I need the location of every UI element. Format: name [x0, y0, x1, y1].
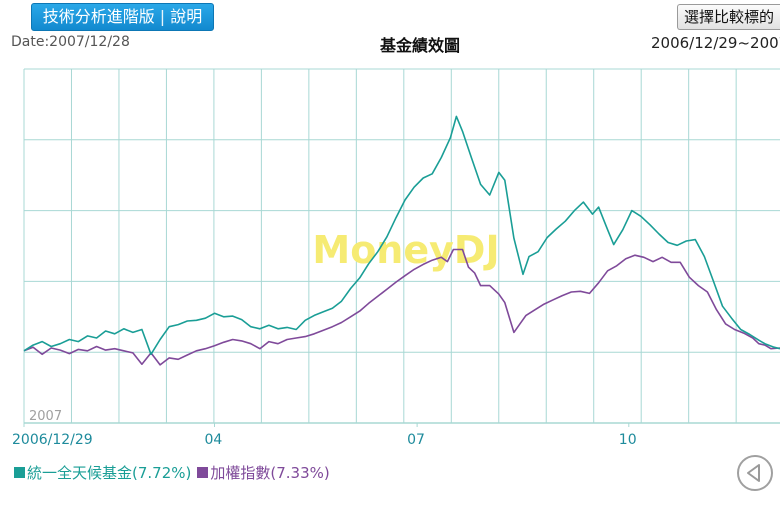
triangle-left-icon — [747, 464, 760, 482]
tech-analysis-label: 技術分析進階版 — [42, 7, 155, 26]
series-line-fund — [23, 115, 780, 356]
series-line-index — [23, 248, 780, 366]
year-label: 2007 — [29, 409, 62, 424]
tech-analysis-button[interactable]: 技術分析進階版 | 說明 — [31, 3, 214, 31]
back-button[interactable] — [737, 455, 773, 491]
date-range-label: 2006/12/29~2007/12/28 — [651, 34, 780, 52]
help-label[interactable]: 說明 — [170, 7, 203, 26]
x-tick-label: 2006/12/29 — [12, 432, 93, 448]
legend-item-index[interactable]: 加權指數(7.33%) — [197, 462, 330, 483]
x-tick-label: 04 — [205, 432, 223, 448]
x-tick-label: 07 — [407, 432, 425, 448]
chart-legend: 統一全天候基金(7.72%) 加權指數(7.33%) — [14, 462, 336, 483]
legend-label-index: 加權指數(7.33%) — [210, 464, 330, 482]
chart-title: 基金績效圖 — [379, 36, 460, 55]
select-comparison-button[interactable]: 選擇比較標的 — [677, 4, 780, 30]
tech-button-separator: | — [159, 7, 166, 26]
legend-swatch-fund — [14, 467, 25, 478]
date-label: Date:2007/12/28 — [11, 34, 130, 50]
x-tick-label: 10 — [619, 432, 637, 448]
legend-swatch-index — [197, 467, 209, 478]
watermark-text: MoneyDJ — [312, 228, 499, 272]
legend-item-fund[interactable]: 統一全天候基金(7.72%) — [14, 462, 191, 483]
legend-label-fund: 統一全天候基金(7.72%) — [27, 464, 192, 482]
